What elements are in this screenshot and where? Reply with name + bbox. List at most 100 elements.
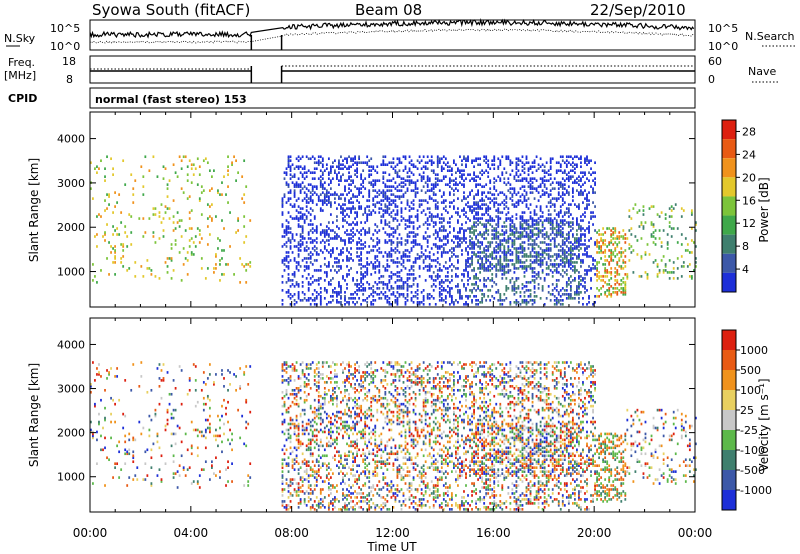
data-cell (400, 255, 403, 258)
data-cell (114, 255, 116, 258)
data-cell (388, 301, 391, 304)
data-cell (479, 257, 482, 260)
data-cell (551, 275, 554, 278)
data-cell (376, 179, 379, 182)
data-cell (571, 257, 574, 260)
data-cell (336, 301, 338, 304)
data-cell (378, 189, 381, 192)
data-cell (92, 434, 94, 438)
data-cell (497, 299, 500, 302)
data-cell (354, 297, 356, 300)
data-cell (390, 303, 393, 306)
data-cell (557, 279, 560, 282)
data-cell (652, 261, 655, 264)
data-cell (680, 275, 683, 278)
data-cell (467, 155, 469, 159)
data-cell (281, 494, 284, 497)
data-cell (285, 181, 288, 184)
data-cell (424, 161, 427, 165)
data-cell (283, 171, 286, 174)
data-cell (384, 295, 387, 298)
data-cell (553, 217, 556, 220)
data-cell (100, 159, 102, 163)
data-cell (376, 265, 379, 268)
data-cell (370, 169, 373, 172)
data-cell (124, 452, 127, 456)
data-cell (527, 243, 530, 246)
data-cell (227, 155, 229, 159)
data-cell (334, 197, 336, 200)
data-cell (400, 287, 403, 290)
data-cell (598, 241, 600, 244)
data-cell (465, 249, 467, 252)
data-cell (289, 297, 292, 300)
data-cell (495, 251, 498, 254)
data-cell (313, 299, 316, 302)
data-cell (624, 291, 627, 294)
data-cell (527, 225, 530, 228)
data-cell (291, 466, 294, 469)
data-cell (340, 205, 342, 208)
data-cell (539, 265, 542, 268)
data-cell (406, 299, 409, 302)
data-cell (388, 275, 391, 278)
data-cell (329, 229, 332, 232)
data-cell (223, 227, 225, 230)
data-cell (420, 255, 423, 258)
data-cell (92, 197, 94, 200)
data-cell (309, 237, 312, 240)
data-cell (200, 267, 203, 270)
data-cell (495, 235, 498, 238)
data-cell (463, 235, 465, 238)
data-cell (164, 211, 167, 214)
data-cell (132, 363, 135, 366)
data-cell (608, 289, 611, 292)
data-cell (118, 440, 121, 444)
data-cell (188, 379, 191, 382)
data-cell (340, 249, 342, 252)
data-cell (592, 303, 594, 306)
data-cell (380, 251, 383, 254)
data-cell (578, 277, 580, 280)
data-cell (471, 289, 473, 292)
data-cell (344, 157, 346, 161)
data-cell (293, 183, 296, 186)
data-cell (245, 426, 248, 430)
data-cell (398, 157, 401, 161)
data-cell (174, 387, 177, 390)
data-cell (227, 369, 229, 372)
data-cell (533, 233, 536, 236)
data-cell (293, 175, 296, 178)
data-cell (569, 287, 572, 290)
data-cell (108, 195, 110, 198)
data-cell (493, 167, 496, 170)
data-cell (402, 155, 405, 159)
data-cell (576, 233, 578, 236)
data-cell (309, 251, 312, 254)
data-cell (487, 277, 490, 280)
data-cell (549, 157, 552, 161)
data-cell (382, 293, 385, 296)
data-cell (467, 271, 469, 274)
data-cell (656, 275, 659, 278)
data-cell (299, 239, 302, 242)
data-cell (533, 299, 536, 302)
data-cell (325, 193, 328, 196)
data-cell (182, 263, 185, 266)
data-cell (198, 229, 201, 232)
data-cell (321, 165, 324, 169)
data-cell (350, 159, 352, 163)
data-cell (368, 227, 371, 230)
data-cell (586, 247, 588, 250)
data-cell (211, 175, 213, 178)
data-cell (291, 369, 294, 372)
data-cell (438, 227, 441, 230)
data-cell (471, 255, 473, 258)
data-cell (352, 181, 354, 184)
data-cell (186, 468, 189, 471)
data-cell (499, 203, 502, 206)
data-cell (442, 299, 445, 302)
data-cell (489, 299, 492, 302)
data-cell (190, 452, 193, 456)
data-cell (523, 249, 526, 252)
